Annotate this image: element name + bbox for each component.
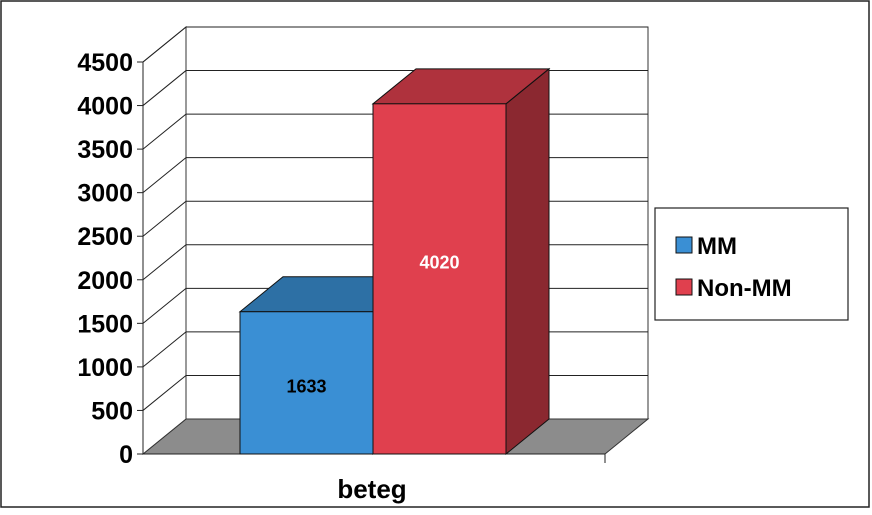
bar-side-face [505,67,550,456]
legend-label: MM [697,233,737,260]
bar-front-face [239,311,374,455]
legend-label: Non-MM [697,275,792,302]
side-wall [142,25,187,456]
y-tick-label: 4500 [77,49,133,77]
y-tick-label: 1500 [77,310,133,338]
data-label: 4020 [419,252,459,272]
y-tick-label: 0 [119,441,133,469]
y-axis-ticks: 0 500 1000 1500 2000 2500 3000 3500 4000 4500 [77,49,606,469]
legend-box [654,207,849,321]
y-tick-label: 2500 [77,223,133,251]
data-label: 1633 [286,377,326,397]
legend: MM Non-MM [654,207,849,321]
legend-item-non-mm: Non-MM [675,275,792,302]
data-labels: 1633 4020 [286,252,459,396]
y-tick-label: 3000 [77,180,133,208]
legend-item-mm: MM [675,233,737,260]
y-tick-label: 3500 [77,136,133,164]
bar-non-mm [371,67,551,456]
bars [238,67,551,456]
y-tick-label: 1000 [77,354,133,382]
gridline [142,26,648,63]
x-axis-label: beteg [337,474,406,504]
y-tick-label: 500 [91,397,133,425]
y-tick-label: 4000 [77,93,133,121]
y-tick-label: 2000 [77,267,133,295]
legend-swatch [675,236,693,254]
bar-front-face [372,103,507,455]
legend-swatch [675,278,693,296]
